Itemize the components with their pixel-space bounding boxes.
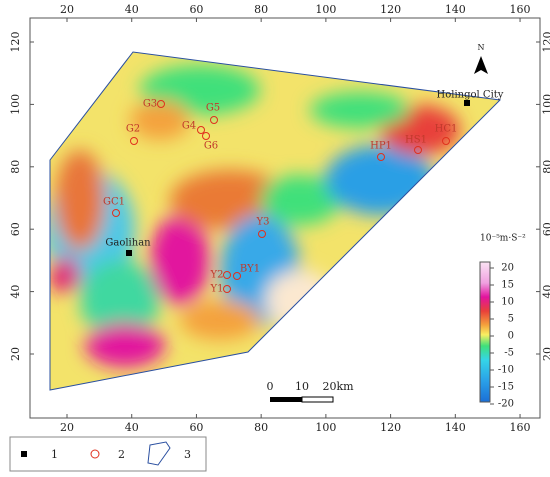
colorbar-tick-label: -15 [498,382,514,393]
station-marker [377,153,385,161]
station-label: G4 [182,121,196,132]
x-tick-label: 20 [60,3,74,16]
y-tick-label: 80 [9,160,22,174]
colorbar-tick-label: 5 [508,314,514,325]
north-label: N [478,43,485,52]
y-tick-label: 120 [541,32,550,53]
colorbar-tick-label: 10 [501,297,514,308]
station-label: GC1 [103,197,125,208]
station-marker [223,271,231,279]
y-tick-label: 80 [541,160,550,174]
scale-label: 20km [322,380,354,393]
colorbar [479,261,491,403]
y-tick-label: 60 [541,222,550,236]
colorbar-tick-label: -10 [498,365,514,376]
station-marker [223,285,231,293]
y-tick-label: 120 [9,32,22,53]
colorbar-tick-label: 15 [501,280,514,291]
y-tick-label: 40 [541,285,550,299]
x-tick-label: 40 [125,421,139,434]
colorbar-tick-label: -5 [504,348,514,359]
station-label: HP1 [370,141,392,152]
y-tick-label: 100 [541,94,550,115]
x-tick-label: 160 [510,421,531,434]
x-tick-label: 100 [315,3,336,16]
y-tick-label: 20 [9,347,22,361]
scale-label: 0 [267,380,274,393]
x-tick-label: 100 [315,421,336,434]
x-tick-label: 40 [125,3,139,16]
y-tick-label: 60 [9,222,22,236]
place-marker [464,100,470,106]
station-label: Y1 [210,284,224,295]
station-label: G2 [126,124,140,135]
x-tick-label: 120 [380,3,401,16]
station-marker [202,132,210,140]
station-label: G6 [204,141,218,152]
x-tick-label: 20 [60,421,74,434]
station-label: Y3 [256,217,270,228]
station-marker [112,209,120,217]
survey-boundary [49,51,502,391]
place-label: Gaolihan [105,238,151,249]
station-label: G3 [143,99,157,110]
scale-bar: 0 10 20km [267,380,354,403]
station-marker [130,137,138,145]
legend-label: 3 [184,448,191,461]
station-marker [210,116,218,124]
scale-label: 10 [295,380,309,393]
colorbar-tick-label: 0 [508,331,514,342]
x-tick-label: 80 [254,3,268,16]
legend-label: 2 [118,448,125,461]
place-label: Holingol City [437,90,504,101]
x-tick-label: 140 [445,3,466,16]
x-tick-label: 80 [254,421,268,434]
x-tick-label: 160 [510,3,531,16]
station-marker [197,126,205,134]
colorbar-tick-label: -20 [498,399,514,410]
north-arrow: N [474,43,488,74]
station-marker [233,272,241,280]
station-marker [414,146,422,154]
station-label: BY1 [240,264,260,275]
y-tick-label: 20 [541,347,550,361]
station-label: Y2 [210,270,224,281]
station-marker [442,137,450,145]
x-tick-label: 60 [189,421,203,434]
colorbar-tick-label: 20 [501,263,514,274]
y-tick-label: 100 [9,94,22,115]
x-tick-label: 120 [380,421,401,434]
x-tick-label: 60 [189,3,203,16]
colorbar-unit: 10⁻⁵m·S⁻² [480,234,526,244]
station-marker [258,230,266,238]
station-marker [157,100,165,108]
station-label: HS1 [405,135,427,146]
station-label: G5 [206,103,220,114]
legend: 1 2 3 [9,436,207,472]
place-marker [126,250,132,256]
station-label: HC1 [435,124,458,135]
x-tick-label: 140 [445,421,466,434]
y-tick-label: 40 [9,285,22,299]
legend-label: 1 [51,448,58,461]
